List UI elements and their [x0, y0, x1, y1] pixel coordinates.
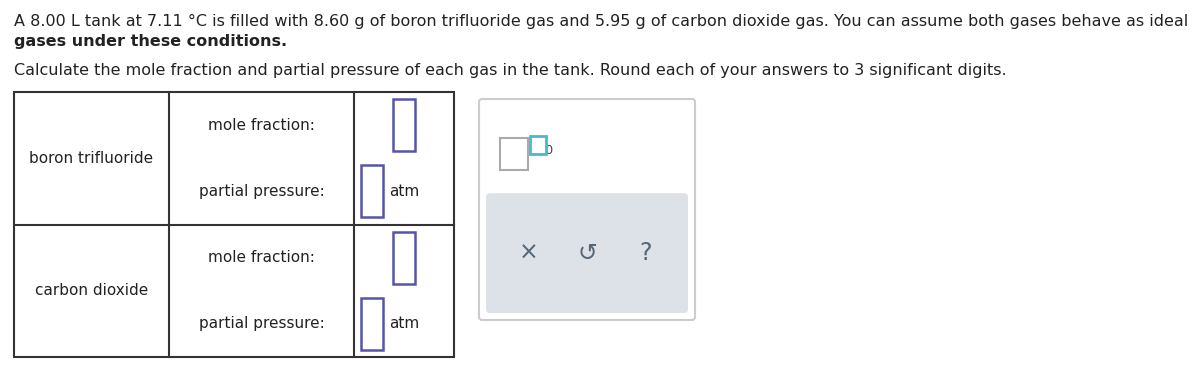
Bar	[394, 232, 415, 283]
Text: A 8.00 L tank at 7.11 °C is filled with 8.60 g of boron trifluoride gas and 5.95: A 8.00 L tank at 7.11 °C is filled with …	[14, 14, 1188, 29]
Text: atm: atm	[389, 184, 419, 199]
Bar	[361, 298, 383, 350]
Text: ?: ?	[638, 241, 652, 265]
Text: partial pressure:: partial pressure:	[199, 316, 324, 331]
Text: partial pressure:: partial pressure:	[199, 184, 324, 199]
Text: Calculate the mole fraction and partial pressure of each gas in the tank. Round : Calculate the mole fraction and partial …	[14, 63, 1007, 78]
Text: x10: x10	[530, 144, 554, 157]
Text: atm: atm	[389, 316, 419, 331]
Bar	[500, 138, 528, 170]
FancyBboxPatch shape	[486, 193, 688, 313]
Text: ↺: ↺	[577, 241, 596, 265]
FancyBboxPatch shape	[479, 99, 695, 320]
Bar	[394, 99, 415, 151]
Text: carbon dioxide: carbon dioxide	[35, 283, 148, 298]
Bar	[530, 136, 546, 154]
Text: ×: ×	[518, 241, 539, 265]
Text: gases under these conditions.: gases under these conditions.	[14, 34, 287, 49]
Text: boron trifluoride: boron trifluoride	[30, 151, 154, 166]
Bar	[361, 165, 383, 218]
Bar	[14, 92, 454, 357]
Text: mole fraction:: mole fraction:	[208, 117, 314, 133]
Text: mole fraction:: mole fraction:	[208, 250, 314, 265]
